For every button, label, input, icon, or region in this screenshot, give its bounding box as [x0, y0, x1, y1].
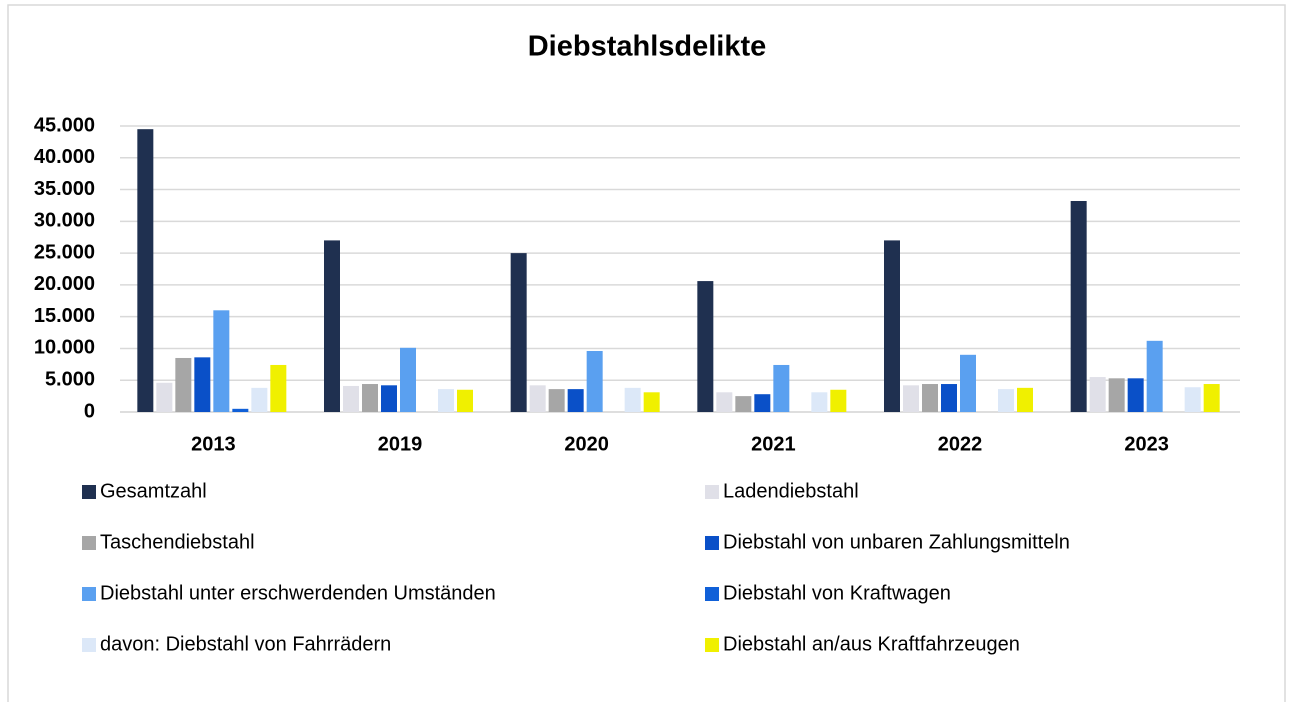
bar	[232, 408, 249, 412]
bar	[156, 382, 173, 412]
bar	[457, 389, 473, 412]
bar	[548, 389, 565, 412]
bar	[586, 350, 603, 412]
bar	[941, 384, 957, 412]
y-tick-label: 20.000	[34, 273, 95, 295]
x-tick-label: 2013	[191, 433, 236, 455]
bar	[1017, 387, 1033, 412]
y-tick-label: 35.000	[34, 178, 95, 200]
x-tick-label: 2019	[378, 433, 423, 455]
legend-swatch	[705, 638, 719, 652]
x-tick-label: 2021	[751, 433, 796, 455]
bar	[175, 357, 192, 412]
bar	[1127, 378, 1144, 412]
legend-label: Gesamtzahl	[100, 480, 207, 502]
legend-label: Diebstahl unter erschwerdenden Umständen	[100, 582, 496, 604]
legend-swatch	[705, 587, 719, 601]
bar	[251, 387, 268, 412]
bar	[773, 364, 790, 412]
y-tick-label: 45.000	[34, 114, 95, 136]
x-tick-label: 2020	[564, 433, 609, 455]
legend-label: davon: Diebstahl von Fahrrädern	[100, 633, 391, 655]
bar	[381, 385, 397, 412]
y-tick-label: 5.000	[45, 369, 95, 391]
bar	[438, 389, 454, 412]
chart-title: Diebstahlsdelikte	[528, 31, 767, 63]
bar	[137, 129, 154, 412]
bar	[811, 392, 828, 412]
y-tick-label: 30.000	[34, 210, 95, 232]
legend-swatch	[82, 536, 96, 550]
bar	[567, 389, 584, 412]
legend-label: Diebstahl von unbaren Zahlungsmitteln	[723, 531, 1070, 553]
bar	[1203, 384, 1220, 412]
bar	[998, 389, 1014, 412]
bar	[1146, 340, 1163, 412]
legend-swatch	[82, 485, 96, 499]
legend-swatch	[705, 536, 719, 550]
bar	[343, 385, 359, 412]
x-tick-label: 2023	[1124, 433, 1169, 455]
bar	[213, 310, 230, 412]
y-tick-label: 0	[84, 400, 95, 422]
legend-label: Diebstahl an/aus Kraftfahrzeugen	[723, 633, 1020, 655]
bar	[624, 387, 641, 412]
legend-label: Taschendiebstahl	[100, 531, 255, 553]
bar	[735, 396, 752, 412]
bar	[400, 347, 416, 412]
bar	[754, 394, 771, 412]
bar	[510, 253, 527, 412]
y-tick-label: 15.000	[34, 305, 95, 327]
bar	[1184, 387, 1201, 412]
bar	[716, 392, 733, 412]
bar	[643, 392, 660, 412]
bar	[1108, 378, 1125, 412]
bar	[529, 385, 546, 412]
bar	[960, 354, 976, 412]
bar	[903, 385, 919, 412]
legend-swatch	[82, 638, 96, 652]
legend-swatch	[705, 485, 719, 499]
bar	[1070, 200, 1087, 412]
bar	[362, 384, 378, 412]
bar	[194, 357, 211, 412]
bar	[1089, 377, 1106, 412]
legend-swatch	[82, 587, 96, 601]
bar	[697, 281, 714, 412]
bar	[884, 240, 900, 412]
legend-label: Ladendiebstahl	[723, 480, 859, 502]
bar	[270, 364, 287, 412]
bar	[324, 240, 340, 412]
y-tick-label: 25.000	[34, 241, 95, 263]
y-tick-label: 40.000	[34, 146, 95, 168]
bar	[830, 389, 847, 412]
bar	[922, 384, 938, 412]
y-tick-label: 10.000	[34, 337, 95, 359]
x-tick-label: 2022	[938, 433, 983, 455]
legend-label: Diebstahl von Kraftwagen	[723, 582, 951, 604]
